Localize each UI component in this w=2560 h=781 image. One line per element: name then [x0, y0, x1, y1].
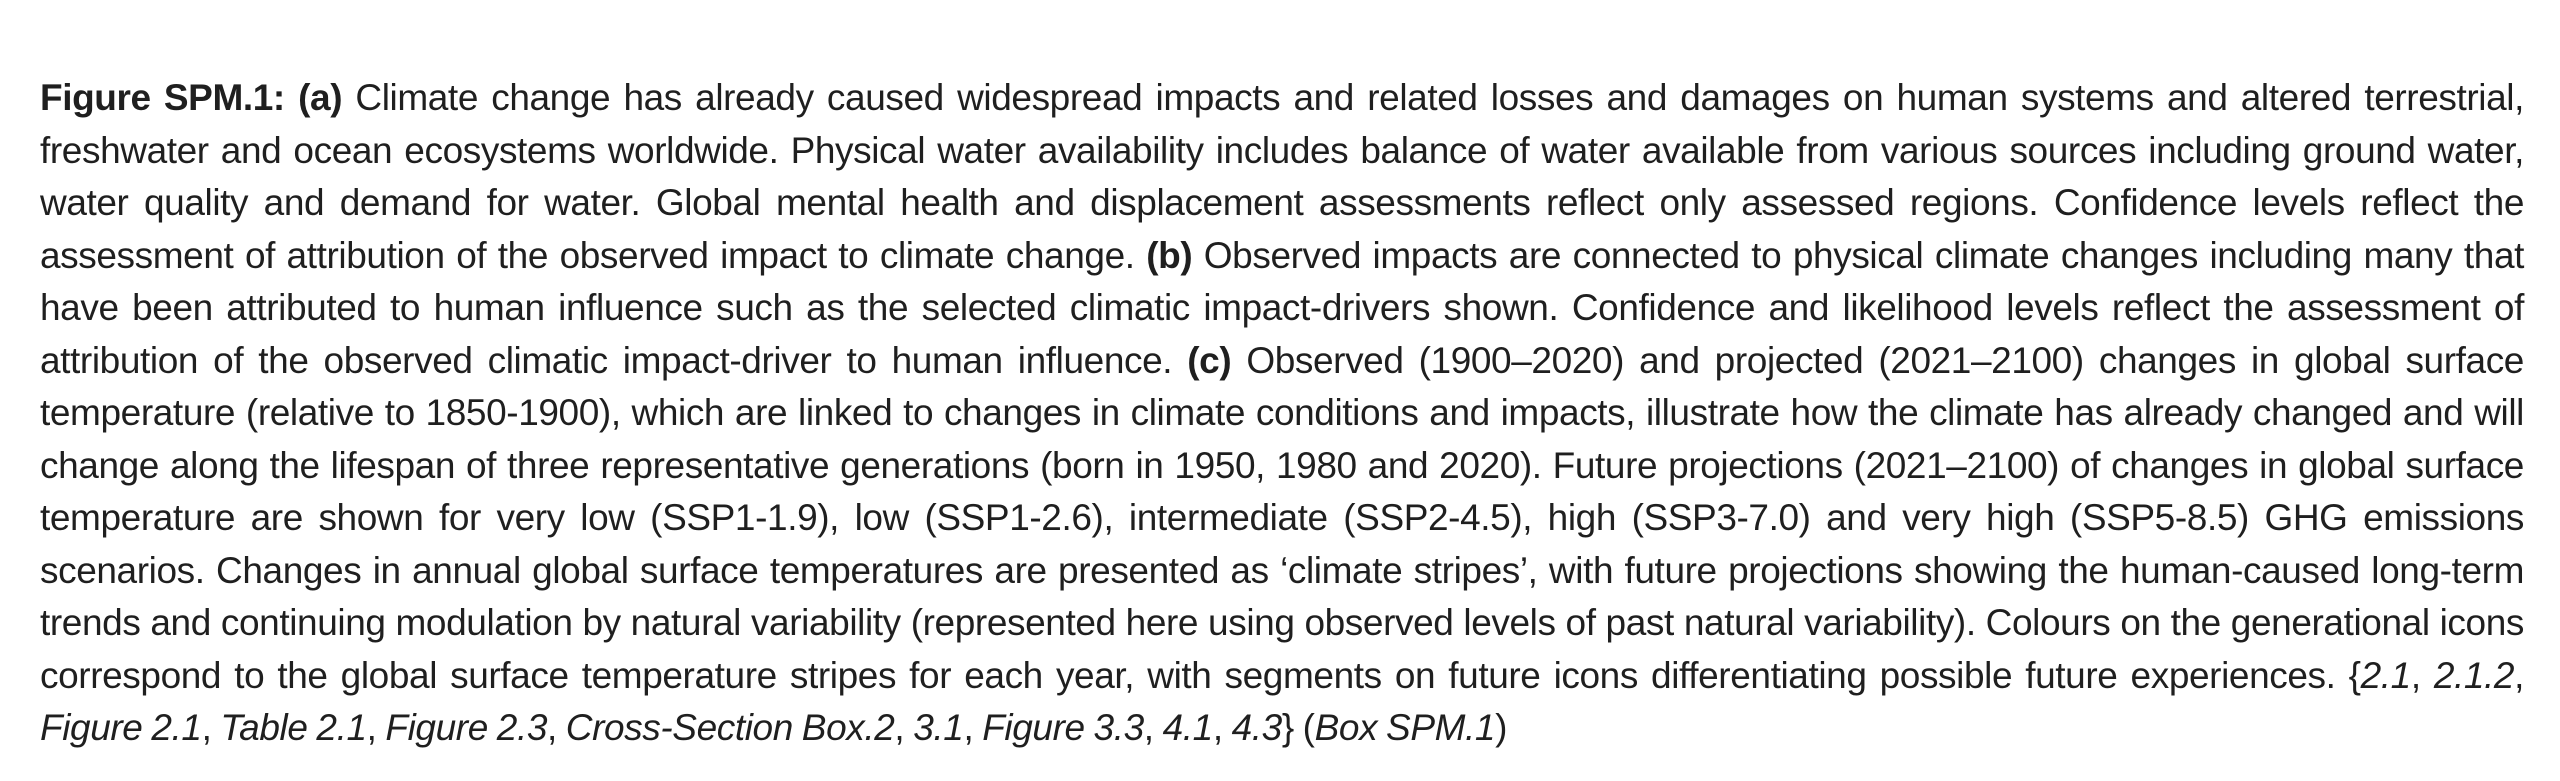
- reference-item: 4.1: [1162, 707, 1214, 748]
- figure-label: Figure SPM.1:: [40, 77, 285, 118]
- box-reference-open: (: [1293, 707, 1315, 748]
- reference-item: 2.1.2: [2433, 654, 2515, 696]
- reference-item: Figure 2.1: [40, 707, 202, 748]
- reference-item: Figure 3.3: [982, 707, 1144, 748]
- reference-open-brace: {: [2348, 654, 2361, 696]
- part-a-label: (a): [298, 77, 343, 118]
- reference-item: Table 2.1: [220, 707, 367, 748]
- part-b-text: Observed impacts are connected to physic…: [40, 234, 2524, 381]
- reference-item: Figure 2.3: [385, 707, 547, 748]
- part-c-text: Observed (1900–2020) and projected (2021…: [40, 339, 2524, 696]
- box-reference: Box SPM.1: [1314, 707, 1496, 748]
- reference-item: 3.1: [913, 707, 964, 748]
- reference-item: 4.3: [1231, 707, 1283, 748]
- reference-item: Cross-Section Box.2: [565, 707, 895, 748]
- part-b-label: (b): [1146, 234, 1193, 276]
- box-reference-close: ): [1495, 707, 1508, 748]
- part-c-label: (c): [1187, 339, 1232, 381]
- part-a-text: Climate change has already caused widesp…: [40, 77, 2524, 276]
- reference-item: 2.1: [2360, 654, 2412, 696]
- figure-caption: Figure SPM.1: (a) Climate change has alr…: [40, 77, 2524, 748]
- reference-close-brace: }: [1281, 707, 1294, 748]
